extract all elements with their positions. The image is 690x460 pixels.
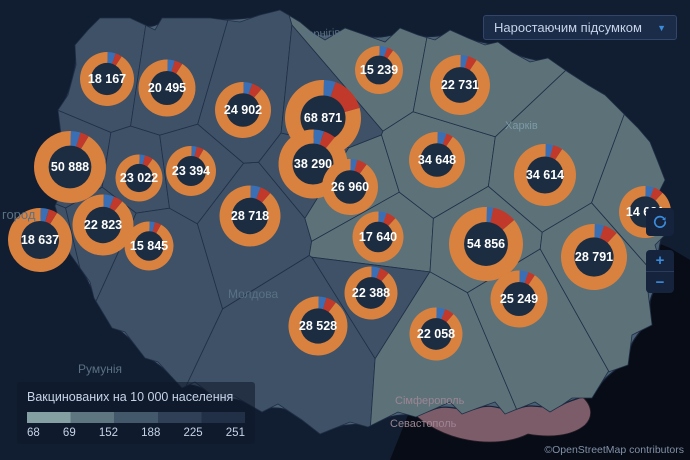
svg-text:23 394: 23 394 [172, 164, 210, 178]
svg-text:22 058: 22 058 [417, 327, 455, 341]
svg-text:22 823: 22 823 [84, 218, 122, 232]
svg-text:25 249: 25 249 [500, 292, 538, 306]
svg-text:28 528: 28 528 [299, 319, 337, 333]
svg-text:20 495: 20 495 [148, 81, 186, 95]
svg-text:54 856: 54 856 [467, 237, 505, 251]
svg-text:18 167: 18 167 [88, 72, 126, 86]
svg-text:15 845: 15 845 [130, 239, 168, 253]
svg-text:22 388: 22 388 [352, 286, 390, 300]
svg-text:24 902: 24 902 [224, 103, 262, 117]
svg-text:26 960: 26 960 [331, 180, 369, 194]
svg-text:34 648: 34 648 [418, 153, 456, 167]
svg-text:23 022: 23 022 [120, 171, 158, 185]
svg-text:68 871: 68 871 [304, 111, 342, 125]
svg-text:34 614: 34 614 [526, 168, 564, 182]
svg-text:50 888: 50 888 [51, 160, 89, 174]
svg-text:17 640: 17 640 [359, 230, 397, 244]
svg-text:38 290: 38 290 [294, 157, 332, 171]
svg-text:15 239: 15 239 [360, 63, 398, 77]
svg-text:18 637: 18 637 [21, 233, 59, 247]
svg-text:28 791: 28 791 [575, 250, 613, 264]
svg-text:22 731: 22 731 [441, 78, 479, 92]
svg-text:28 718: 28 718 [231, 209, 269, 223]
